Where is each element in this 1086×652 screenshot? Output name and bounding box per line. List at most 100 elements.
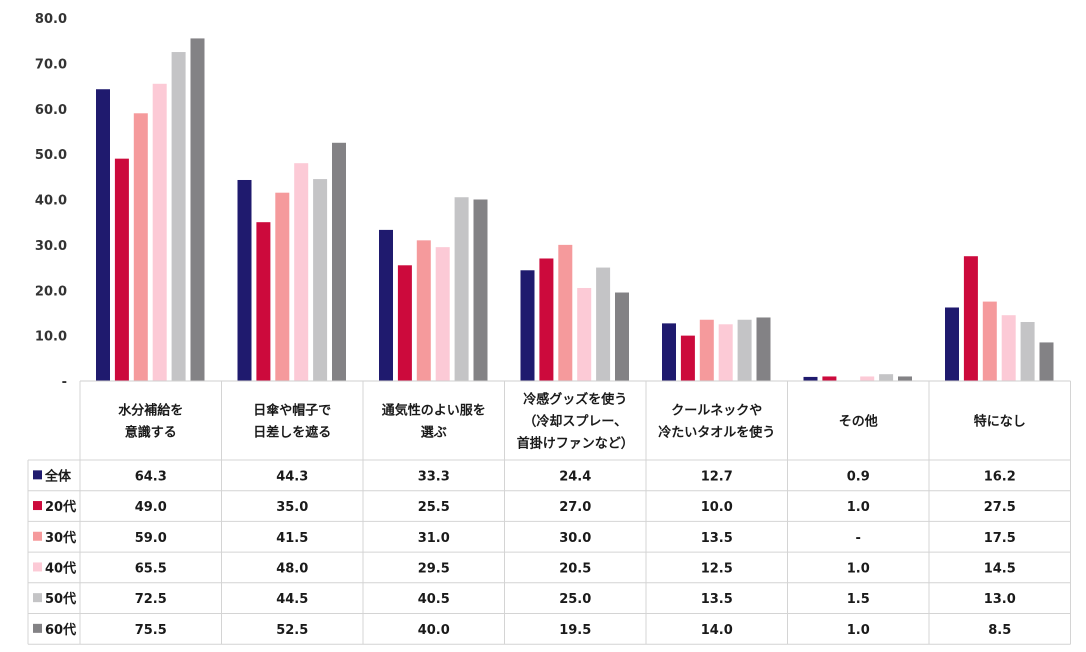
bar xyxy=(596,267,611,381)
table-cell-value: 12.5 xyxy=(701,561,733,576)
table-cell-value: 1.0 xyxy=(847,561,870,576)
table-cell-value: 14.5 xyxy=(984,561,1016,576)
table-cell-value: 30.0 xyxy=(559,531,591,546)
bar xyxy=(454,197,469,381)
bar xyxy=(879,374,894,381)
series-label: 50代 xyxy=(45,591,76,607)
bar xyxy=(190,38,205,381)
bar xyxy=(963,256,978,381)
table-cell-value: 12.7 xyxy=(701,469,733,484)
bar xyxy=(152,83,167,381)
bar xyxy=(473,199,488,381)
table-cell-value: 24.4 xyxy=(559,469,591,484)
y-tick-label: 50.0 xyxy=(35,148,67,163)
table-cell-value: 13.0 xyxy=(984,592,1016,607)
bar xyxy=(898,376,912,381)
category-label: 意識する xyxy=(125,425,177,441)
bar xyxy=(1020,322,1035,381)
table-cell-value: 35.0 xyxy=(276,500,308,515)
y-tick-label: 70.0 xyxy=(35,57,67,72)
table-cell-value: 25.5 xyxy=(418,500,450,515)
table-cell-value: 52.5 xyxy=(276,623,308,638)
category-label: 日差しを遮る xyxy=(253,425,331,441)
table-cell-value: - xyxy=(856,531,861,546)
bar xyxy=(332,142,346,381)
table-cell-value: 13.5 xyxy=(701,531,733,546)
table-cell-value: 0.9 xyxy=(847,469,870,484)
bar xyxy=(982,301,997,381)
table-cell-value: 40.5 xyxy=(418,592,450,607)
y-tick-label: 60.0 xyxy=(35,103,67,118)
table-cell-value: 16.2 xyxy=(984,469,1016,484)
y-tick-label: - xyxy=(62,375,67,390)
y-tick-label: 40.0 xyxy=(35,194,67,209)
table-cell-value: 31.0 xyxy=(418,531,450,546)
table-cell-value: 25.0 xyxy=(559,592,591,607)
table-cell-value: 72.5 xyxy=(135,592,167,607)
bar xyxy=(416,240,431,381)
y-tick-label: 10.0 xyxy=(35,330,67,345)
category-label: 通気性のよい服を xyxy=(382,403,486,419)
y-axis: - 10.0 20.0 30.0 40.0 50.0 60.0 70.0 80.0 xyxy=(35,12,67,390)
table-cell-value: 1.0 xyxy=(847,500,870,515)
bar xyxy=(520,270,535,381)
bar xyxy=(718,324,733,381)
table-cell-value: 14.0 xyxy=(701,623,733,638)
category-label: （冷却スプレー、 xyxy=(523,414,627,430)
legend-swatch xyxy=(33,623,42,633)
bar xyxy=(114,158,129,381)
series-label: 20代 xyxy=(45,499,76,515)
series-label: 60代 xyxy=(45,622,76,638)
bar xyxy=(294,163,309,381)
legend-swatch xyxy=(33,501,42,511)
table-cell-value: 1.0 xyxy=(847,623,870,638)
series-label: 全体 xyxy=(44,468,72,484)
bar xyxy=(435,247,450,381)
bar xyxy=(539,258,554,381)
bar xyxy=(803,376,818,381)
bar xyxy=(1039,342,1054,381)
category-label: 特になし xyxy=(974,414,1026,430)
table-cell-value: 27.5 xyxy=(984,500,1016,515)
table-cell-value: 65.5 xyxy=(135,561,167,576)
category-label: 首掛けファンなど） xyxy=(517,436,634,452)
bar xyxy=(577,287,592,381)
bar xyxy=(737,319,752,381)
legend-swatch xyxy=(33,593,42,603)
table-cell-value: 13.5 xyxy=(701,592,733,607)
y-tick-label: 30.0 xyxy=(35,239,67,254)
table-cell-value: 8.5 xyxy=(988,623,1011,638)
category-label: 選ぶ xyxy=(421,425,447,441)
bar xyxy=(256,222,271,381)
category-label: その他 xyxy=(839,414,878,430)
table-cell-value: 1.5 xyxy=(847,592,870,607)
category-label: 水分補給を xyxy=(118,403,183,419)
bar xyxy=(96,89,110,382)
table-cell-value: 17.5 xyxy=(984,531,1016,546)
table-cell-value: 27.0 xyxy=(559,500,591,515)
category-label: クールネックや xyxy=(671,404,762,419)
bars xyxy=(96,38,1054,382)
table-cell-value: 20.5 xyxy=(559,561,591,576)
bar xyxy=(860,376,875,381)
table-cell-value: 33.3 xyxy=(418,469,450,484)
category-label: 冷感グッズを使う xyxy=(523,392,627,408)
series-label: 30代 xyxy=(45,530,76,546)
table-cell-value: 29.5 xyxy=(418,561,450,576)
bar xyxy=(945,307,959,381)
bar xyxy=(680,335,695,381)
category-label: 日傘や帽子で xyxy=(253,403,331,419)
bar xyxy=(133,113,148,381)
table-cell-value: 49.0 xyxy=(135,500,167,515)
legend-swatch xyxy=(33,562,42,572)
bar xyxy=(397,265,412,381)
y-tick-label: 20.0 xyxy=(35,284,67,299)
table-cell-value: 10.0 xyxy=(701,500,733,515)
bar xyxy=(699,319,714,381)
bar xyxy=(237,179,252,381)
bar xyxy=(275,192,290,381)
bar xyxy=(171,52,186,381)
table-cell-value: 40.0 xyxy=(418,623,450,638)
